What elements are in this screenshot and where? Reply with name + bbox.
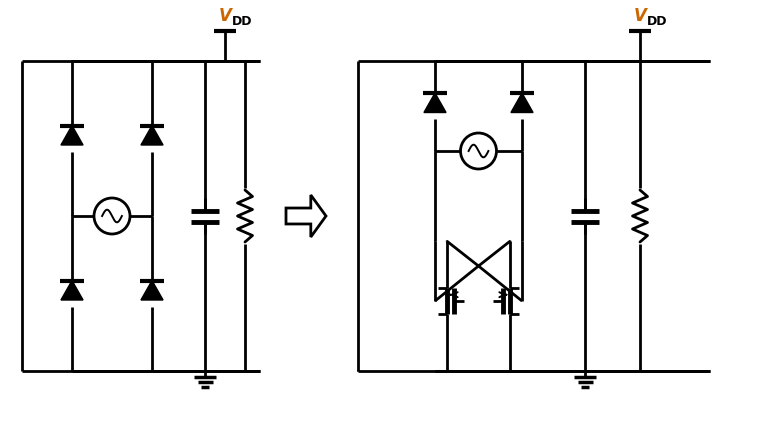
Polygon shape xyxy=(61,281,83,300)
Text: DD: DD xyxy=(647,15,668,28)
Text: DD: DD xyxy=(232,15,252,28)
Polygon shape xyxy=(424,94,446,113)
Polygon shape xyxy=(61,126,83,146)
Text: $\bfit{V}$: $\bfit{V}$ xyxy=(218,7,234,25)
Polygon shape xyxy=(141,281,163,300)
Polygon shape xyxy=(141,126,163,146)
Polygon shape xyxy=(286,196,326,237)
Polygon shape xyxy=(511,94,533,113)
Text: $\bfit{V}$: $\bfit{V}$ xyxy=(633,7,649,25)
